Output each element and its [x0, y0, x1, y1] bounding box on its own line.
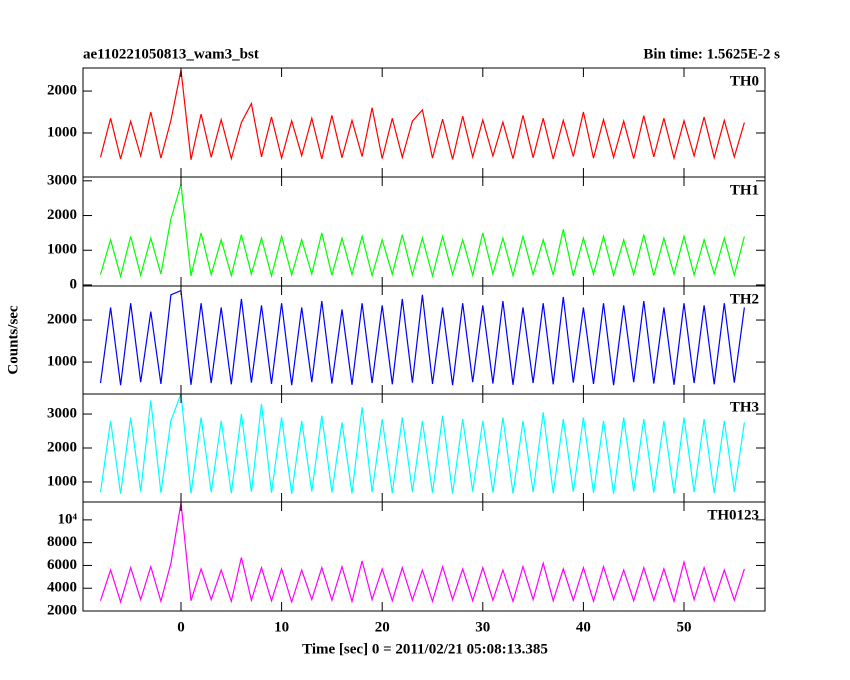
panel-label: TH0123 — [707, 507, 759, 523]
y-tick-label: 2000 — [47, 82, 77, 98]
x-tick-label: 10 — [274, 619, 289, 635]
y-tick-label: 1000 — [47, 353, 77, 369]
light-curve — [99, 394, 745, 494]
panel-frame — [82, 285, 766, 395]
y-tick-label: 2000 — [47, 602, 77, 618]
panel-frame — [82, 501, 766, 612]
y-axis-label: Counts/sec — [5, 305, 21, 375]
panel-frame — [82, 393, 766, 503]
x-tick-label: 40 — [576, 619, 591, 635]
bin-time: Bin time: 1.5625E-2 s — [643, 46, 780, 62]
light-curve — [99, 502, 745, 604]
chart-title: ae110221050813_wam3_bst — [83, 46, 259, 62]
panel-label: TH1 — [730, 182, 759, 198]
x-tick-label: 50 — [677, 619, 692, 635]
x-tick-label: 0 — [177, 619, 185, 635]
panel-label: TH2 — [730, 291, 759, 307]
y-tick-label: 8000 — [47, 534, 77, 550]
y-tick-label: 6000 — [47, 557, 77, 573]
y-tick-label: 2000 — [47, 439, 77, 455]
x-tick-label: 30 — [475, 619, 490, 635]
panel-label: TH3 — [730, 399, 759, 415]
x-tick-label: 20 — [375, 619, 390, 635]
y-tick-label: 3000 — [47, 172, 77, 188]
light-curve — [99, 184, 745, 279]
y-tick-label: 10⁴ — [58, 511, 78, 527]
light-curve — [99, 289, 745, 386]
y-tick-label: 1000 — [47, 124, 77, 140]
y-tick-label: 4000 — [47, 580, 77, 596]
y-tick-label: 2000 — [47, 207, 77, 223]
y-tick-label: 1000 — [47, 473, 77, 489]
y-tick-label: 2000 — [47, 311, 77, 327]
y-tick-label: 1000 — [47, 242, 77, 258]
panel-label: TH0 — [730, 73, 759, 89]
light-curve — [99, 69, 745, 161]
y-tick-label: 0 — [70, 276, 78, 292]
y-tick-label: 3000 — [47, 405, 77, 421]
panel-frame — [82, 176, 766, 287]
x-axis-label: Time [sec] 0 = 2011/02/21 05:08:13.385 — [302, 641, 548, 657]
